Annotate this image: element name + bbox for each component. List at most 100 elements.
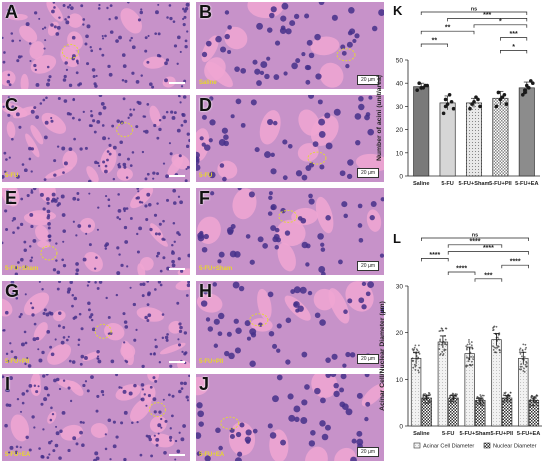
data-point xyxy=(470,360,473,363)
sig-label: ** xyxy=(432,38,438,45)
data-point xyxy=(477,402,480,405)
data-point xyxy=(495,351,498,354)
data-point xyxy=(423,393,425,396)
sig-bracket xyxy=(500,50,528,54)
x-tick-label: 5-FU+PII xyxy=(491,431,514,437)
data-point xyxy=(418,352,421,355)
data-point xyxy=(412,360,415,362)
data-point xyxy=(527,86,531,90)
scale-bar: 20 µm xyxy=(357,261,379,271)
legend-label: Acinar Cell Diameter xyxy=(423,444,474,450)
sig-bracket xyxy=(473,24,528,28)
chart-l-letter: L xyxy=(393,231,401,246)
histology-image xyxy=(2,188,190,275)
group-tag: 5-FU+PII xyxy=(5,359,30,365)
data-point xyxy=(524,363,527,366)
y-tick-label: 10 xyxy=(396,377,404,384)
data-point xyxy=(450,402,453,405)
data-point xyxy=(481,394,484,397)
data-point xyxy=(465,347,468,350)
histology-image xyxy=(196,281,384,368)
data-point xyxy=(439,340,441,342)
scale-bar: 20 µm xyxy=(357,75,379,85)
y-tick-label: 0 xyxy=(399,424,403,431)
x-tick-label: 5-FU+EA xyxy=(515,181,538,187)
micrograph-a: A xyxy=(2,2,190,89)
data-point xyxy=(468,339,470,341)
sig-label: **** xyxy=(483,245,494,252)
data-point xyxy=(524,348,527,351)
data-point xyxy=(426,402,429,404)
histology-image xyxy=(196,374,384,461)
data-point xyxy=(465,364,468,367)
panel-letter: B xyxy=(199,2,212,22)
data-point xyxy=(444,338,447,341)
group-tag: 5-FU+PII xyxy=(199,359,224,365)
data-point xyxy=(468,341,470,343)
data-point xyxy=(475,397,478,400)
data-point xyxy=(411,348,414,350)
data-point xyxy=(480,402,482,405)
sig-label: ns xyxy=(472,233,478,239)
y-tick-label: 0 xyxy=(399,174,403,181)
x-tick-label: Saline xyxy=(413,181,429,187)
data-point xyxy=(497,338,500,341)
data-point xyxy=(468,106,472,111)
data-point xyxy=(520,365,523,368)
data-point xyxy=(518,368,521,371)
panel-letter: E xyxy=(5,188,18,208)
data-point xyxy=(439,338,441,341)
panel-letter: G xyxy=(5,281,20,301)
data-point xyxy=(438,330,441,333)
data-point xyxy=(535,401,537,404)
data-point xyxy=(466,343,469,346)
data-point xyxy=(497,345,500,348)
data-point xyxy=(476,404,479,407)
micrograph-f: F 5-FU+Sham 20 µm xyxy=(196,188,384,275)
data-point xyxy=(439,329,442,332)
sig-label: *** xyxy=(510,31,518,38)
data-point xyxy=(423,397,426,400)
data-point xyxy=(531,81,535,85)
data-point xyxy=(470,356,472,358)
data-point xyxy=(417,371,420,374)
micrograph-b: B Saline 20 µm xyxy=(196,2,384,89)
bar xyxy=(465,102,483,177)
chart-k-letter: K xyxy=(393,3,403,18)
data-point xyxy=(441,111,446,116)
data-point xyxy=(522,343,525,346)
data-point xyxy=(445,327,448,330)
data-point xyxy=(474,95,478,99)
group-tag: 5-FU+EA xyxy=(199,452,225,458)
data-point xyxy=(494,351,496,354)
sig-bracket xyxy=(420,43,448,47)
data-point xyxy=(423,398,426,401)
sig-bracket xyxy=(447,18,528,22)
panel-letter: D xyxy=(199,95,212,115)
data-point xyxy=(413,348,415,351)
data-point xyxy=(441,329,444,332)
data-point xyxy=(496,346,499,349)
data-point xyxy=(428,392,431,395)
data-point xyxy=(456,398,458,401)
data-point xyxy=(531,395,534,398)
bar xyxy=(528,399,540,427)
data-point xyxy=(519,365,522,368)
data-point xyxy=(519,347,522,350)
sig-bracket xyxy=(501,264,529,269)
y-axis-label: Number of acini (unit/area) xyxy=(376,75,383,161)
group-tag: 5-FU+Sham xyxy=(199,266,233,272)
data-point xyxy=(521,349,524,352)
data-point xyxy=(438,348,441,350)
data-point xyxy=(482,401,485,404)
data-point xyxy=(523,367,525,370)
sig-label: **** xyxy=(429,252,440,259)
data-point xyxy=(449,99,454,104)
y-axis-label: Acinar Cell/Nuclear Diameter (µm) xyxy=(379,301,386,411)
data-point xyxy=(465,345,468,348)
data-point xyxy=(535,394,538,397)
data-point xyxy=(478,104,482,109)
data-point xyxy=(424,393,427,395)
sig-label: * xyxy=(512,44,515,51)
data-point xyxy=(530,401,533,404)
